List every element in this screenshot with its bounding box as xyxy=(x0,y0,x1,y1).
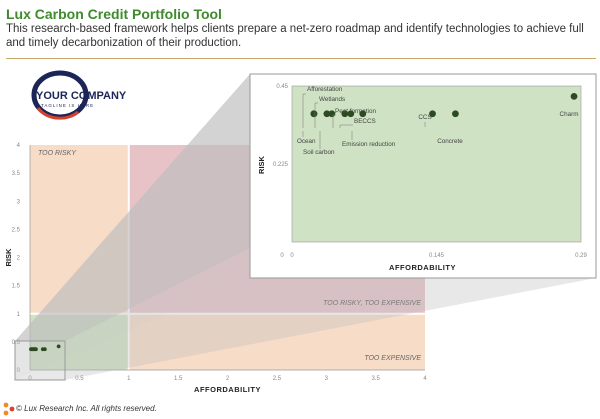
x-tick-label: 3 xyxy=(325,376,329,382)
zoom-data-point xyxy=(328,110,336,118)
region-label-too-expensive: TOO EXPENSIVE xyxy=(364,355,421,362)
zoom-data-point xyxy=(341,110,349,118)
lux-logo-icon xyxy=(3,402,15,416)
data-point xyxy=(56,344,61,349)
zoom-y-axis-title: RISK xyxy=(257,155,266,174)
callout-leader xyxy=(332,114,336,128)
x-tick-label: 3.5 xyxy=(371,376,380,382)
y-tick-label: 0.5 xyxy=(12,340,21,346)
logo-main-text: YOUR COMPANY xyxy=(36,90,127,102)
zoom-data-point xyxy=(452,110,459,118)
zoom-x-tick-label: 0.29 xyxy=(575,253,587,259)
zoom-x-axis-title: AFFORDABILITY xyxy=(389,263,456,272)
zoom-connector xyxy=(15,278,596,380)
region-label-too-risky: TOO RISKY xyxy=(38,150,77,157)
x-axis-title: AFFORDABILITY xyxy=(194,385,261,394)
zoom-point-label: Charm xyxy=(560,111,579,118)
x-tick-label: 2.5 xyxy=(273,376,282,382)
company-logo: YOUR COMPANY TAGLINE IS HERE xyxy=(30,70,130,120)
logo-tagline: TAGLINE IS HERE xyxy=(41,103,94,108)
x-tick-label: 4 xyxy=(423,376,427,382)
x-tick-label: 0.5 xyxy=(75,376,84,382)
quadrant-region xyxy=(30,145,129,314)
zoom-selection-box xyxy=(14,340,66,381)
y-axis-title: RISK xyxy=(4,248,13,267)
x-tick-label: 1 xyxy=(127,376,131,382)
data-point xyxy=(42,347,47,352)
zoom-y-tick-label: 0.45 xyxy=(276,84,288,90)
page-title: Lux Carbon Credit Portfolio Tool xyxy=(6,6,222,22)
zoom-point-label: Ocean xyxy=(297,138,316,145)
zoom-connector xyxy=(15,74,250,380)
zoom-point-label: CCS xyxy=(418,114,431,121)
zoom-point-label: Concrete xyxy=(437,138,463,145)
x-tick-label: 2 xyxy=(226,376,230,382)
zoom-point-label: BECCS xyxy=(354,118,376,125)
copyright-text: © Lux Research Inc. All rights reserved. xyxy=(16,404,157,413)
callout-leader xyxy=(314,102,318,128)
y-tick-label: 1.5 xyxy=(12,284,21,290)
data-point xyxy=(34,347,38,352)
x-tick-label: 1.5 xyxy=(174,376,183,382)
zoom-plot-area xyxy=(291,85,582,243)
zoom-y-tick-label: 0.225 xyxy=(273,162,289,168)
y-tick-label: 3 xyxy=(17,199,21,205)
y-tick-label: 4 xyxy=(17,143,21,149)
header-divider xyxy=(6,58,596,59)
y-tick-label: 2.5 xyxy=(12,227,21,233)
zoom-data-point xyxy=(359,110,367,118)
zoom-data-point xyxy=(347,110,355,118)
callout-leader xyxy=(339,124,353,128)
y-tick-label: 3.5 xyxy=(12,171,21,177)
zoom-data-point xyxy=(310,110,318,118)
quadrant-region xyxy=(128,313,425,370)
y-tick-label: 2 xyxy=(17,256,21,262)
zoom-x-tick-label: 0 xyxy=(290,253,294,259)
y-tick-label: 0 xyxy=(17,368,21,374)
page-subtitle: This research-based framework helps clie… xyxy=(6,23,584,49)
zoom-point-label: Soil carbon xyxy=(303,149,335,156)
y-tick-label: 1 xyxy=(17,312,21,318)
zoom-data-point xyxy=(429,110,436,118)
zoom-point-label: Afforestation xyxy=(307,86,343,93)
zoom-point-label: Wetlands xyxy=(319,96,345,103)
quadrant-region xyxy=(30,313,129,370)
zoom-point-label: Peat formation xyxy=(335,108,376,115)
zoom-x-tick-label: 0.145 xyxy=(429,253,445,259)
zoom-data-point xyxy=(570,93,578,100)
region-label-too-risky-too-expensive: TOO RISKY, TOO EXPENSIVE xyxy=(323,300,421,307)
x-tick-label: 0 xyxy=(28,376,32,382)
portfolio-chart: TOO RISKY TOO RISKY, TOO EXPENSIVE TOO EXP… xyxy=(4,73,597,394)
callout-leader xyxy=(302,93,306,128)
zoom-y-tick-label: 0 xyxy=(280,253,284,259)
zoom-point-label: Emission reduction xyxy=(342,141,396,148)
zoom-data-point xyxy=(323,110,331,118)
